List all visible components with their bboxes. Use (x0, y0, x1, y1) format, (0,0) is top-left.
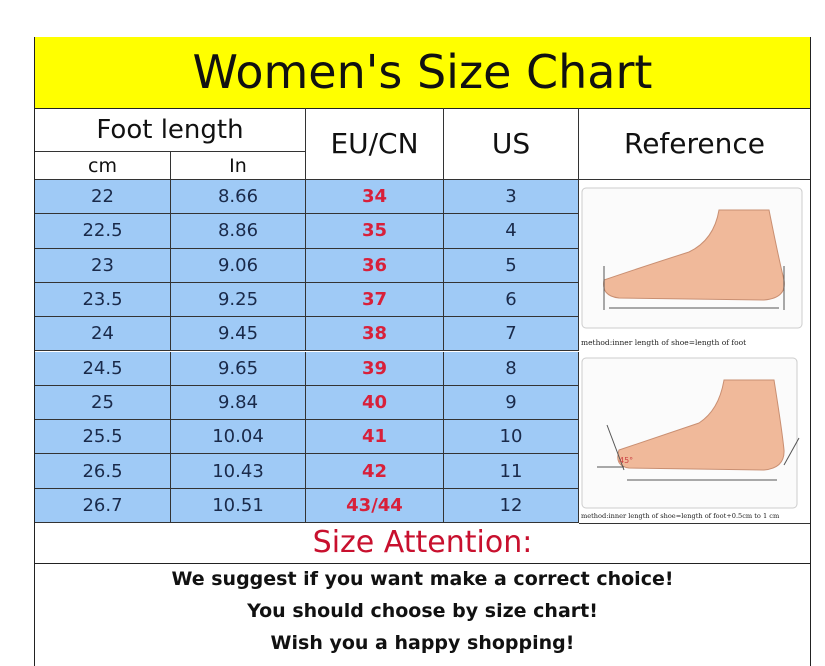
header-cm: cm (35, 152, 171, 180)
cell-in: 10.51 (171, 488, 306, 523)
cell-in: 8.86 (171, 214, 306, 249)
reference-panel: 45° method:inner length of shoe=length o… (579, 180, 810, 524)
cell-in: 9.25 (171, 282, 306, 318)
cell-eu: 37 (306, 282, 444, 318)
cell-cm: 23.5 (35, 282, 171, 318)
header-us: US (444, 108, 579, 180)
foot-icon (581, 187, 803, 509)
cell-cm: 23 (35, 248, 171, 283)
cell-cm: 25 (35, 385, 171, 421)
size-attention-title: Size Attention: (35, 523, 810, 564)
cell-in: 9.06 (171, 248, 306, 283)
cell-us: 5 (444, 248, 579, 283)
cell-eu: 35 (306, 214, 444, 249)
foot-measure-illustration: 45° (581, 187, 803, 509)
size-chart: Women's Size Chart Foot length cm In EU/… (34, 37, 811, 666)
cell-us: 12 (444, 488, 579, 523)
header-in: In (171, 152, 306, 180)
reference-caption-1: method:inner length of shoe=length of fo… (581, 338, 747, 347)
cell-us: 6 (444, 282, 579, 318)
cell-us: 9 (444, 385, 579, 421)
attention-line-3: Wish you a happy shopping! (270, 632, 575, 654)
cell-cm: 22 (35, 180, 171, 215)
chart-title: Women's Size Chart (35, 37, 810, 109)
attention-line-1: We suggest if you want make a correct ch… (171, 568, 674, 590)
cell-cm: 26.7 (35, 488, 171, 523)
cell-us: 7 (444, 317, 579, 352)
cell-us: 4 (444, 214, 579, 249)
cell-us: 11 (444, 454, 579, 489)
header-foot-length: Foot length (35, 108, 306, 152)
cell-in: 8.66 (171, 180, 306, 215)
cell-in: 10.04 (171, 420, 306, 455)
cell-eu: 34 (306, 180, 444, 215)
cell-in: 10.43 (171, 454, 306, 489)
header-eu-cn: EU/CN (306, 108, 444, 180)
header-reference: Reference (579, 108, 810, 180)
cell-eu: 42 (306, 454, 444, 489)
angle-label: 45° (619, 456, 633, 465)
cell-eu: 36 (306, 248, 444, 283)
cell-cm: 22.5 (35, 214, 171, 249)
cell-in: 9.84 (171, 385, 306, 421)
cell-eu: 38 (306, 317, 444, 352)
cell-eu: 40 (306, 385, 444, 421)
cell-cm: 26.5 (35, 454, 171, 489)
reference-caption-2: method:inner length of shoe=length of fo… (581, 512, 780, 520)
cell-us: 8 (444, 351, 579, 386)
cell-in: 9.65 (171, 351, 306, 386)
cell-us: 10 (444, 420, 579, 455)
cell-cm: 24 (35, 317, 171, 352)
attention-line-2: You should choose by size chart! (247, 600, 598, 622)
cell-eu: 43/44 (306, 488, 444, 523)
cell-eu: 41 (306, 420, 444, 455)
cell-us: 3 (444, 180, 579, 215)
cell-cm: 25.5 (35, 420, 171, 455)
cell-cm: 24.5 (35, 351, 171, 386)
cell-eu: 39 (306, 351, 444, 386)
cell-in: 9.45 (171, 317, 306, 352)
